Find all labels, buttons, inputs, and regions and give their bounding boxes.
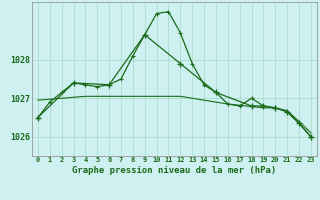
X-axis label: Graphe pression niveau de la mer (hPa): Graphe pression niveau de la mer (hPa) (72, 166, 276, 175)
